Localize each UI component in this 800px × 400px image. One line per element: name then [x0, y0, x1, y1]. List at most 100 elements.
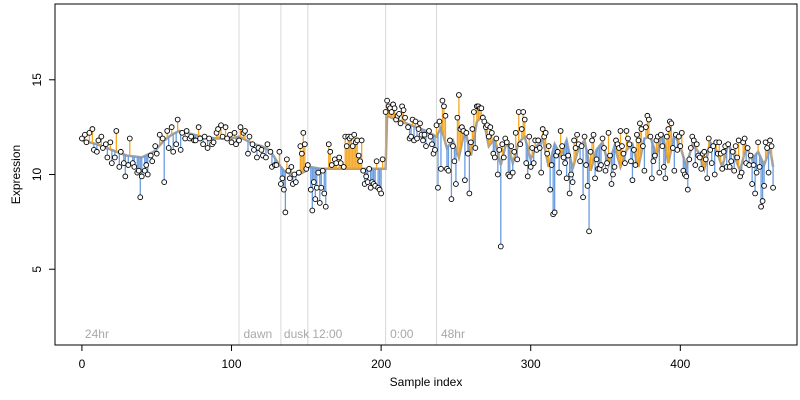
data-point [565, 152, 571, 159]
data-point [566, 190, 573, 197]
data-point [295, 169, 302, 176]
data-point [107, 139, 114, 146]
data-point [770, 184, 776, 191]
data-point [267, 148, 274, 155]
data-point [749, 181, 755, 187]
data-point [756, 164, 763, 170]
data-point [454, 114, 461, 121]
data-point [605, 129, 612, 136]
phase-label: 12:00 [312, 327, 342, 341]
data-point [662, 175, 669, 182]
data-point [693, 141, 700, 148]
data-point [417, 120, 423, 127]
data-point [761, 183, 767, 189]
data-point [204, 145, 211, 151]
data-point [629, 177, 636, 184]
data-point [159, 135, 166, 142]
data-point [488, 129, 495, 136]
data-point [122, 173, 129, 180]
data-point [357, 158, 364, 165]
data-point [441, 103, 447, 110]
data-point [716, 139, 723, 146]
residual-stems [81, 94, 774, 247]
data-point [610, 171, 616, 178]
data-point [707, 147, 714, 153]
data-point [436, 118, 443, 125]
data-point [539, 126, 546, 132]
data-point [659, 143, 666, 149]
phase-label: 24hr [85, 327, 109, 341]
data-point [147, 152, 154, 159]
data-point [195, 124, 202, 130]
data-point [373, 158, 380, 165]
data-point [481, 118, 488, 125]
data-point [340, 164, 347, 170]
data-point [433, 122, 440, 129]
data-point [704, 175, 711, 182]
data-point [577, 158, 583, 165]
data-point [752, 190, 758, 197]
data-point [652, 152, 658, 159]
phase-label: 48hr [441, 327, 465, 341]
data-point [173, 141, 180, 148]
data-point [138, 173, 145, 180]
data-point [435, 184, 441, 191]
data-point [168, 124, 175, 130]
data-point [144, 171, 151, 178]
data-point [668, 120, 675, 127]
data-point [726, 164, 733, 170]
data-point [728, 158, 735, 165]
data-point [113, 128, 120, 134]
data-point [741, 135, 748, 142]
data-point [414, 135, 420, 142]
data-point [170, 148, 177, 155]
data-point [183, 128, 190, 134]
x-tick-label: 100 [222, 357, 242, 371]
data-point [686, 156, 693, 163]
data-point [471, 109, 477, 115]
data-point [678, 129, 685, 136]
data-point [755, 139, 761, 146]
data-point [337, 160, 344, 166]
data-point [725, 141, 732, 148]
data-point [358, 137, 365, 144]
data-point [327, 148, 334, 155]
data-point [310, 179, 317, 185]
data-point [104, 154, 111, 161]
data-point [165, 145, 172, 151]
data-point [287, 175, 293, 182]
data-point [282, 209, 289, 216]
data-point [586, 228, 592, 235]
data-point [547, 186, 554, 193]
data-point [671, 167, 678, 174]
data-point [512, 129, 519, 136]
x-axis-label: Sample index [390, 375, 463, 389]
data-point [463, 129, 470, 136]
phase-label: dawn [244, 327, 273, 341]
x-tick-label: 400 [670, 357, 690, 371]
data-point [602, 167, 609, 174]
data-point [526, 133, 533, 140]
data-point [574, 131, 580, 138]
data-point [536, 145, 543, 151]
data-point [496, 147, 503, 153]
data-point [607, 152, 613, 159]
data-point [258, 147, 265, 153]
data-point [617, 128, 624, 134]
data-point [298, 150, 305, 157]
data-point [640, 143, 646, 149]
data-point [572, 145, 579, 151]
data-point [767, 137, 773, 144]
data-point [738, 169, 745, 176]
data-point [210, 139, 217, 146]
data-point [524, 173, 531, 180]
data-point [583, 162, 589, 168]
data-point [538, 169, 545, 176]
data-point [661, 164, 667, 170]
data-point [79, 135, 85, 142]
data-point [581, 133, 588, 140]
x-tick-label: 200 [371, 357, 391, 371]
phase-boundaries [238, 4, 437, 345]
data-point [153, 150, 160, 157]
data-point [599, 135, 606, 142]
